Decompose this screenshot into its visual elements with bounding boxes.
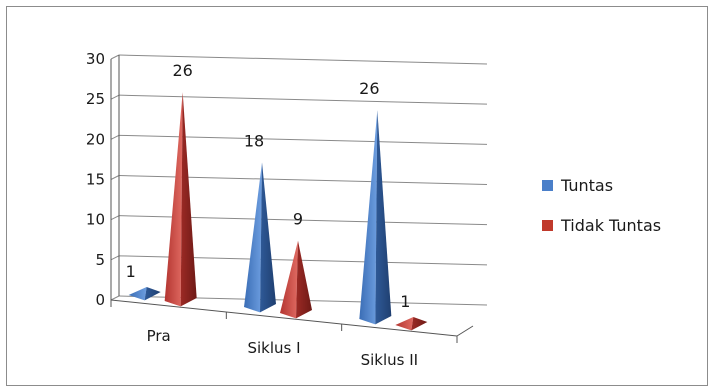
pyramid-face-right (411, 316, 428, 331)
chart-frame: 0 5 10 15 20 25 30 Pra Siklus I Siklus II 1 18 26 2… (6, 6, 708, 386)
gridline-20 (118, 134, 488, 145)
pyramid-face-right (180, 92, 197, 307)
data-label: 1 (126, 262, 136, 281)
pyramid-tidak-tuntas (395, 316, 428, 331)
data-label: 26 (359, 79, 379, 98)
data-label: 18 (244, 131, 264, 150)
data-label: 1 (400, 292, 410, 311)
data-label: 9 (293, 210, 303, 229)
pyramid-face-left (128, 286, 147, 301)
gridline-tick-15 (110, 175, 120, 180)
axes (110, 55, 474, 343)
y-tick-label: 10 (86, 211, 105, 229)
pyramid-tidak-tuntas (280, 240, 312, 319)
y-tick-label: 5 (95, 251, 105, 269)
pyramid-face-left (395, 316, 414, 331)
gridline-tick-30 (110, 54, 120, 60)
gridline-tick-10 (110, 215, 120, 221)
gridline-30 (118, 54, 488, 65)
y-tick-label: 20 (86, 130, 105, 148)
data-label: 26 (172, 61, 192, 80)
legend-swatch (542, 220, 553, 231)
data-labels: 1 18 26 26 9 1 (126, 61, 411, 311)
floor-right-edge (456, 325, 474, 337)
gridline-tick-5 (110, 255, 120, 261)
gridline-tick-0 (110, 295, 120, 301)
category-label: Pra (147, 327, 171, 345)
pyramid-face-right (260, 162, 276, 313)
pyramid-face-right (144, 286, 161, 301)
x-axis-line (110, 299, 458, 337)
y-tick-label: 30 (86, 50, 105, 68)
pyramid-face-left (280, 240, 298, 319)
category-label: Siklus II (361, 351, 418, 369)
legend-label: Tidak Tuntas (560, 216, 661, 235)
pyramid-tuntas (244, 162, 276, 313)
category-labels: Pra Siklus I Siklus II (147, 327, 418, 369)
pyramid-face-right (296, 240, 312, 319)
pyramid-face-left (359, 110, 378, 325)
gridline-25 (118, 94, 488, 105)
pyramid-chart: 0 5 10 15 20 25 30 Pra Siklus I Siklus II 1 18 26 2… (86, 50, 661, 369)
category-label: Siklus I (247, 339, 300, 357)
legend-swatch (542, 180, 553, 191)
y-tick-label: 0 (95, 291, 105, 309)
legend-label: Tuntas (560, 176, 613, 195)
y-tick-label: 15 (86, 171, 105, 189)
pyramid-face-left (244, 162, 262, 313)
pyramid-tuntas (128, 286, 161, 301)
gridline-tick-25 (110, 94, 120, 100)
y-tick-labels: 0 5 10 15 20 25 30 (86, 50, 105, 309)
pyramids (128, 92, 428, 331)
pyramid-tidak-tuntas (164, 92, 197, 307)
gridline-15 (118, 175, 488, 185)
pyramid-tuntas (359, 110, 392, 325)
pyramid-face-left (164, 92, 183, 307)
gridline-tick-20 (110, 134, 120, 140)
y-tick-label: 25 (86, 90, 105, 108)
pyramid-face-right (375, 110, 392, 325)
legend: Tuntas Tidak Tuntas (542, 176, 661, 235)
